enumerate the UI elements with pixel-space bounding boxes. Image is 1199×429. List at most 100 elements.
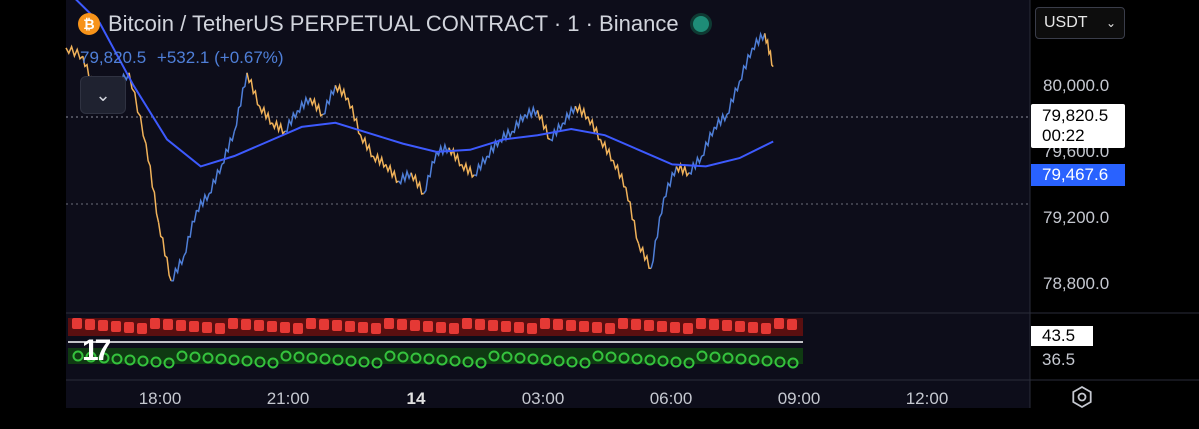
price-line-segment — [309, 96, 324, 117]
sell-signal-marker — [657, 321, 667, 332]
buy-signal-marker — [696, 350, 708, 362]
price-line-segment — [549, 121, 564, 142]
indicator-pane — [68, 318, 803, 369]
price-line-segment — [423, 151, 438, 194]
buy-signal-marker — [163, 357, 175, 369]
price-line-segment — [675, 161, 690, 178]
x-tick-label: 12:00 — [905, 389, 949, 408]
currency-select[interactable]: USDT ⌄ — [1035, 7, 1125, 39]
x-tick-label: 18:00 — [138, 389, 182, 408]
price-line-segment — [625, 187, 640, 244]
buy-signal-marker — [410, 352, 422, 364]
buy-signal-marker — [280, 350, 292, 362]
buy-signal-marker — [293, 351, 305, 363]
sell-signal-marker — [774, 318, 784, 329]
buy-signal-marker — [384, 350, 396, 362]
x-tick-label: 14 — [406, 389, 426, 408]
sell-signal-marker — [631, 319, 641, 330]
y-tick-label: 79,200.0 — [1043, 208, 1110, 227]
sell-signal-marker — [124, 322, 134, 333]
sell-signal-marker — [553, 319, 563, 330]
price-line-segment — [448, 146, 463, 167]
sell-signal-marker — [202, 322, 212, 333]
price-line-segment — [650, 197, 665, 269]
buy-signal-marker — [735, 353, 747, 365]
sell-signal-marker — [566, 320, 576, 331]
price-line-segment — [663, 166, 678, 199]
price-line-segment — [157, 222, 172, 282]
y-tick-label: 80,000.0 — [1043, 76, 1110, 95]
sell-signal-marker — [670, 322, 680, 333]
last-price-tag: 79,820.5 00:22 — [1031, 104, 1125, 148]
sell-signal-marker — [644, 320, 654, 331]
sell-signal-marker — [618, 318, 628, 329]
current-price: 79,820.5 — [80, 48, 147, 67]
buy-signal-marker — [189, 351, 201, 363]
price-line-segment — [587, 116, 601, 141]
symbol-title[interactable]: Bitcoin / TetherUS PERPETUAL CONTRACT · … — [108, 11, 679, 36]
buy-signal-marker — [319, 353, 331, 365]
buy-signal-marker — [111, 353, 123, 365]
sell-signal-marker — [241, 319, 251, 330]
buy-signal-marker — [332, 354, 344, 366]
ma-price-tag: 79,467.6 — [1031, 164, 1125, 186]
sell-signal-marker — [462, 318, 472, 329]
price-line-segment — [208, 164, 223, 195]
price-line-segment — [322, 85, 337, 116]
buy-signal-marker — [137, 355, 149, 367]
price-line-segment — [739, 47, 753, 82]
sell-signal-marker — [449, 323, 459, 334]
sell-signal-marker — [319, 319, 329, 330]
buy-signal-marker — [579, 357, 591, 369]
x-tick-label: 03:00 — [521, 389, 565, 408]
buy-signal-marker — [150, 356, 162, 368]
buy-signal-marker — [345, 355, 357, 367]
price-line-segment — [246, 72, 261, 107]
price-line-segment — [637, 243, 652, 270]
market-status-icon[interactable] — [692, 16, 709, 32]
price-line-segment — [258, 105, 273, 126]
moving-average-line — [75, 0, 774, 168]
buy-signal-marker — [475, 357, 487, 369]
sell-signal-marker — [475, 319, 485, 330]
buy-signal-marker — [436, 354, 448, 366]
bar-countdown: 00:22 — [1042, 126, 1085, 145]
buy-signal-marker — [397, 351, 409, 363]
price-line-segment — [284, 110, 299, 133]
buy-signal-marker — [748, 354, 760, 366]
sell-signal-marker — [332, 320, 342, 331]
price-line-segment — [183, 209, 198, 257]
x-tick-label: 06:00 — [649, 389, 693, 408]
buy-signal-marker — [449, 355, 461, 367]
buy-signal-marker — [527, 353, 539, 365]
sell-signal-marker — [709, 319, 719, 330]
sell-signal-marker — [150, 318, 160, 329]
sell-signal-marker — [176, 320, 186, 331]
bitcoin-icon: ₿ — [78, 13, 100, 35]
collapse-legend-button[interactable]: ⌄ — [80, 76, 126, 114]
buy-signal-marker — [241, 355, 253, 367]
buy-signal-marker — [540, 354, 552, 366]
sell-signal-marker — [137, 323, 147, 334]
buy-signal-marker — [462, 356, 474, 368]
x-tick-label: 09:00 — [777, 389, 821, 408]
series-layer — [65, 0, 774, 282]
price-line-segment — [359, 134, 374, 158]
sell-signal-marker — [215, 323, 225, 334]
price-line-segment — [296, 95, 311, 114]
buy-signal-marker — [371, 357, 383, 369]
settings-icon[interactable] — [1070, 385, 1094, 409]
sell-signal-marker — [228, 318, 238, 329]
price-line-segment — [536, 110, 551, 141]
sell-signal-marker — [501, 321, 511, 332]
buy-signal-marker — [501, 351, 513, 363]
buy-signal-marker — [709, 351, 721, 363]
buy-signal-marker — [644, 354, 656, 366]
sell-signal-marker — [98, 320, 108, 331]
price-line-segment — [599, 139, 614, 162]
sell-signal-marker — [293, 323, 303, 334]
price-line-segment — [474, 155, 488, 177]
price-line-segment — [688, 154, 703, 176]
sell-signal-marker — [371, 323, 381, 334]
